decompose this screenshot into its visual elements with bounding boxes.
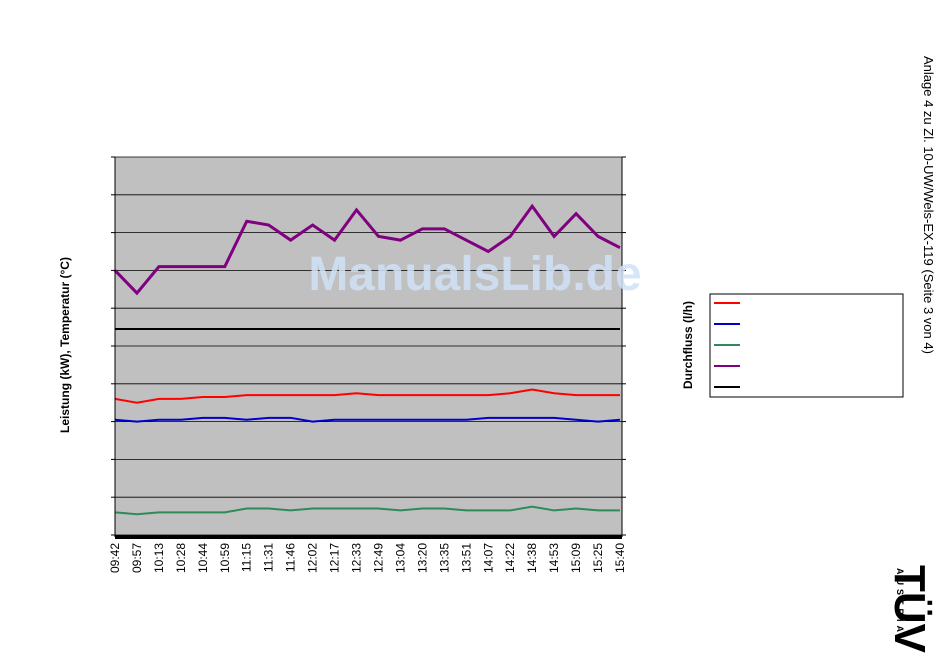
watermark: ManualsLib.de (308, 248, 641, 301)
x-tick-label: 12:17 (328, 543, 342, 573)
x-tick-label: 13:04 (393, 543, 407, 573)
series-line (114, 416, 621, 423)
side-note: Anlage 4 zu Zl. 10-UW/Wels-EX-119 (Seite… (921, 56, 936, 354)
series-line (113, 203, 621, 296)
x-tick-label: 12:33 (350, 543, 364, 573)
x-tick-label: 13:51 (459, 543, 473, 573)
series-line (114, 388, 620, 404)
x-tick-label: 12:02 (306, 543, 320, 573)
x-tick-label: 11:46 (284, 543, 298, 572)
x-tick-label: 14:07 (481, 543, 495, 573)
x-tick-label: 14:53 (547, 543, 561, 573)
x-tick-label: 09:57 (130, 543, 144, 573)
x-tick-label: 13:35 (437, 543, 451, 573)
x-tick-label: 15:09 (569, 543, 583, 573)
series-line (114, 505, 620, 516)
x-tick-label: 10:13 (152, 543, 166, 573)
x-tick-label: 11:31 (262, 543, 276, 572)
x-tick-label: 15:25 (591, 543, 605, 573)
logo-sub: AUSTRIA (895, 568, 905, 636)
x-axis (115, 535, 622, 539)
x-tick-label: 14:38 (525, 543, 539, 573)
x-tick-label: 10:44 (196, 543, 210, 573)
x-tick-label: 09:42 (108, 543, 122, 573)
y-axis-label: Leistung (kW), Temperatur (°C) (58, 257, 72, 433)
x-tick-label: 13:20 (415, 543, 429, 573)
x-tick-label: 12:49 (371, 543, 385, 573)
x-tick-label: 10:59 (218, 543, 232, 573)
y2-axis-label: Durchfluss (l/h) (681, 301, 695, 389)
logo: TÜV (885, 565, 934, 654)
x-tick-label: 11:15 (240, 543, 254, 572)
legend (709, 293, 904, 398)
x-tick-label: 14:22 (503, 543, 517, 573)
x-tick-label: 15:40 (613, 543, 627, 573)
x-tick-label: 10:28 (174, 543, 188, 573)
